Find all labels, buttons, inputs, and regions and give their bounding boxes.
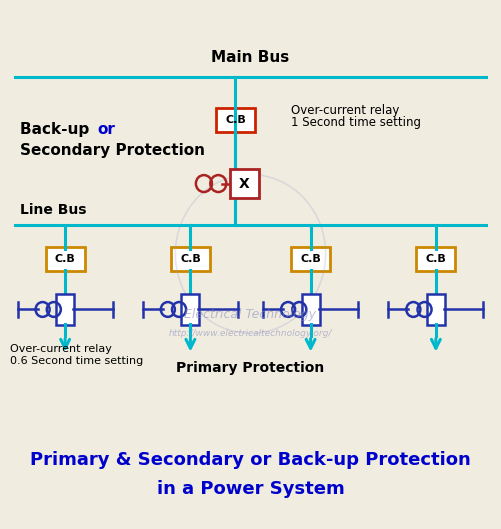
Text: 1 Second time setting: 1 Second time setting	[291, 116, 420, 129]
FancyBboxPatch shape	[56, 294, 74, 325]
FancyBboxPatch shape	[291, 247, 330, 271]
Text: Electrical Technology: Electrical Technology	[184, 308, 317, 321]
Text: or: or	[98, 122, 116, 137]
Text: C.B: C.B	[55, 254, 76, 264]
FancyBboxPatch shape	[416, 247, 455, 271]
FancyBboxPatch shape	[230, 169, 259, 198]
FancyBboxPatch shape	[171, 247, 210, 271]
Text: Secondary Protection: Secondary Protection	[20, 143, 205, 158]
Text: http://www.electricaltechnology.org/: http://www.electricaltechnology.org/	[169, 329, 332, 338]
Text: in a Power System: in a Power System	[157, 480, 344, 498]
Text: Line Bus: Line Bus	[20, 203, 87, 217]
FancyBboxPatch shape	[427, 294, 445, 325]
Text: Back-up: Back-up	[20, 122, 95, 137]
Text: Primary Protection: Primary Protection	[176, 361, 325, 375]
Text: C.B: C.B	[225, 115, 246, 125]
FancyBboxPatch shape	[216, 108, 255, 132]
Text: X: X	[239, 177, 250, 190]
FancyBboxPatch shape	[181, 294, 199, 325]
Text: Over-current relay: Over-current relay	[10, 344, 112, 354]
Text: C.B: C.B	[425, 254, 446, 264]
Text: C.B: C.B	[300, 254, 321, 264]
Text: Over-current relay: Over-current relay	[291, 104, 399, 117]
FancyBboxPatch shape	[302, 294, 320, 325]
Text: Main Bus: Main Bus	[211, 50, 290, 65]
FancyBboxPatch shape	[46, 247, 85, 271]
Text: 0.6 Second time setting: 0.6 Second time setting	[10, 356, 143, 366]
Text: C.B: C.B	[180, 254, 201, 264]
Text: Primary & Secondary or Back-up Protection: Primary & Secondary or Back-up Protectio…	[30, 451, 471, 469]
